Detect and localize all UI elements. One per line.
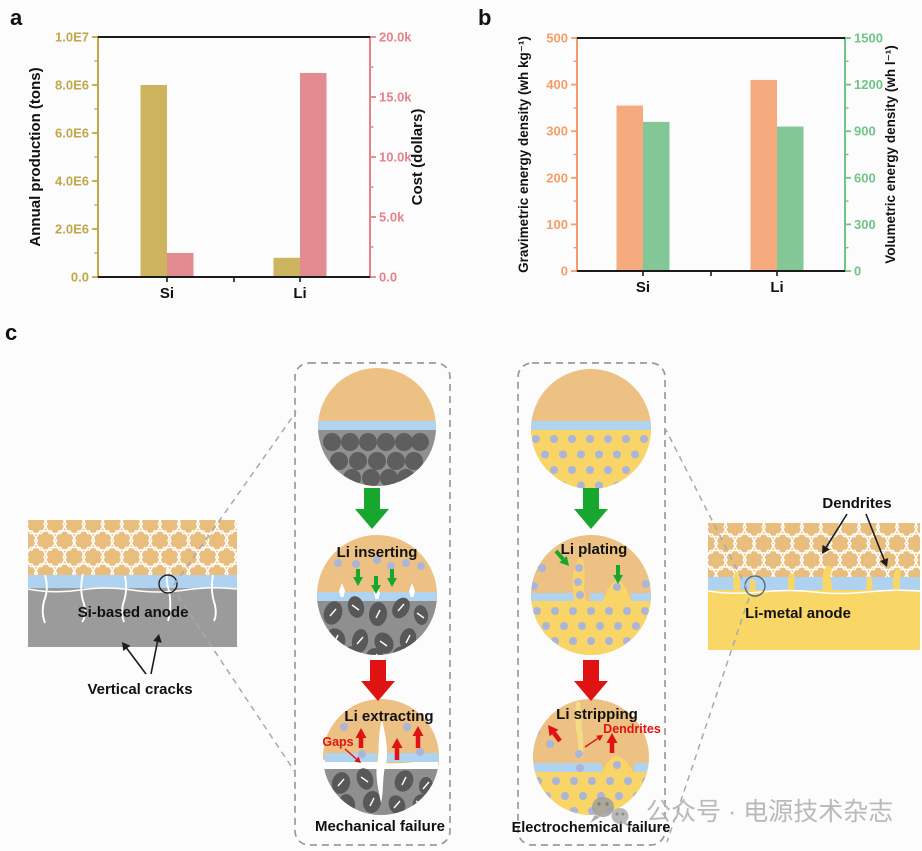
tick-label: 6.0E6 [55,126,89,141]
panel-b-label: b [478,5,492,30]
hexagon-pattern [28,520,237,575]
li-plating-label: Li plating [561,541,628,558]
panel-a-label: a [10,5,23,30]
tick-label: 1200 [854,77,883,92]
vertical-cracks [41,564,217,624]
right-axis-title: Cost (dollars) [409,109,426,206]
tick-label: 900 [854,124,876,139]
tick-label: 0.0 [379,270,397,285]
dendrites-red-label: Dendrites [603,722,661,736]
zoom-circle-si [158,574,178,594]
tick-label: 10.0k [379,150,412,165]
electrochemical-failure-box [517,362,666,846]
tick-label: 20.0k [379,30,412,45]
block-arrow [574,488,608,529]
dendrites-label: Dendrites [822,495,891,512]
mechanical-failure-caption: Mechanical failure [315,818,445,835]
tick-label: 1500 [854,31,883,46]
bar-li-right [300,73,327,277]
bar-li-left [750,79,777,271]
bar-si-left [616,105,643,271]
sei-layer [28,575,237,589]
tick-label: 2.0E6 [55,222,89,237]
mech-circle-initial [318,368,436,486]
tick-label: 4.0E6 [55,174,89,189]
chart-energy-density: 0 100 200 300 400 500 0 300 600 900 1200 1500 Si Li Gr… [460,0,922,320]
li-stripping-label: Li stripping [556,706,638,723]
bar-li-left [273,257,300,277]
tick-label: 500 [546,31,568,46]
tick-label: 600 [854,170,876,185]
tick-label: 0 [561,264,568,279]
category-label: Li [293,285,306,302]
li-inserting-label: Li inserting [337,544,418,561]
tick-label: 200 [546,170,568,185]
li-anode-block [708,590,920,650]
panel-c-label: c [5,320,18,345]
chart-production-cost: 0.0 2.0E6 4.0E6 6.0E6 8.0E6 1.0E7 0.0 5.0k 10.0k… [0,0,460,320]
chart-svg-b: 0 100 200 300 400 500 0 300 600 900 1200 1500 Si Li Gr… [516,31,898,297]
tick-label: 1.0E7 [55,30,89,45]
zoom-connector-lines [173,411,750,843]
block-arrow [355,488,389,529]
li-extracting-label: Li extracting [344,708,433,725]
tick-label: 0.0 [71,270,89,285]
left-axis-title: Annual production (tons) [27,67,44,246]
category-label: Si [636,279,650,296]
vertical-cracks-label: Vertical cracks [87,681,192,698]
block-arrow [361,660,395,701]
bar-si-right [643,121,670,271]
si-anode-diagram: Si-based anode Vertical cracks [27,520,238,698]
mechanical-failure-box [294,362,451,846]
li-anode-label: Li-metal anode [745,605,851,622]
tick-label: 8.0E6 [55,78,89,93]
watermark-text: 公众号 · 电源技术杂志 [646,798,894,826]
bar-li-right [777,126,804,271]
tick-label: 300 [546,124,568,139]
electrochemical-failure-caption: Electrochemical failure [512,820,671,836]
flow-arrows [122,488,889,763]
chart-svg-a: 0.0 2.0E6 4.0E6 6.0E6 8.0E6 1.0E7 0.0 5.0k 10.0k… [27,30,426,303]
tick-label: 100 [546,217,568,232]
si-anode-label: Si-based anode [78,604,189,621]
si-anode-block [28,588,237,647]
bar-si-right [167,253,194,277]
bar-si-left [140,85,167,277]
hexagon-pattern [708,523,920,577]
elec-circle-initial [531,369,651,489]
tick-label: 5.0k [379,210,405,225]
tick-label: 15.0k [379,90,412,105]
left-axis-title: Gravimetric energy density (wh kg⁻¹) [516,36,531,273]
li-anode-diagram: Li-metal anode Dendrites [707,495,921,650]
wechat-icon [590,797,631,828]
block-arrow [574,660,608,701]
category-label: Li [770,279,783,296]
tick-label: 0 [854,264,861,279]
tick-label: 300 [854,217,876,232]
tick-label: 400 [546,77,568,92]
category-label: Si [160,285,174,302]
dendrite-spikes [733,565,901,592]
gaps-label: Gaps [322,735,353,749]
right-axis-title: Volumetric energy density (wh l⁻¹) [883,45,898,263]
